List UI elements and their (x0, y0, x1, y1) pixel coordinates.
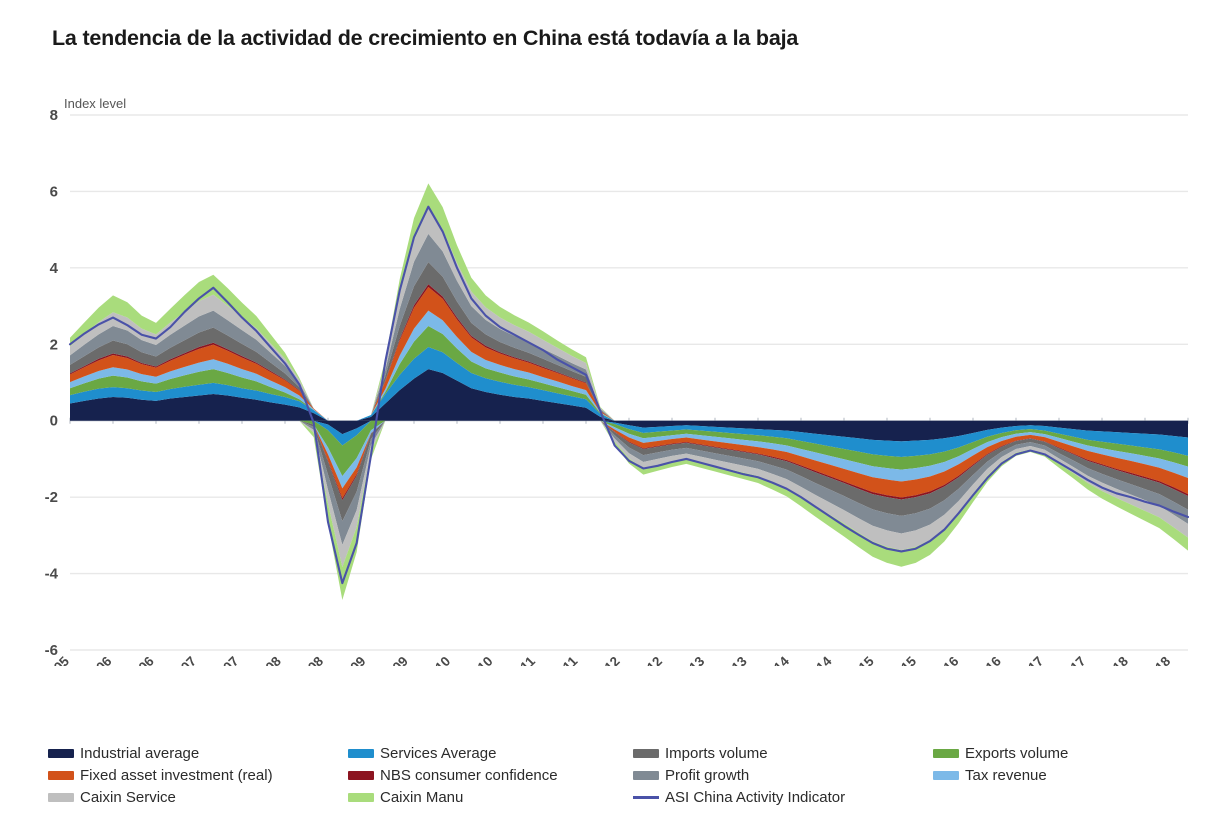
area-band (70, 420, 1188, 477)
legend-swatch-icon (48, 748, 74, 758)
chart-legend: Industrial average Services Average Import… (48, 742, 1198, 808)
legend-swatch-icon (348, 792, 374, 802)
y-tick-label: 2 (50, 336, 58, 353)
y-tick-label: 4 (50, 260, 59, 277)
legend-item[interactable]: ASI China Activity Indicator (633, 790, 933, 805)
area-band (70, 420, 1188, 600)
legend-item-label: Exports volume (965, 744, 1069, 762)
legend-item[interactable]: Fixed asset investment (real) (48, 768, 348, 783)
legend-item[interactable]: Industrial average (48, 746, 348, 761)
y-tick-label: 8 (50, 107, 58, 124)
legend-item-label: ASI China Activity Indicator (665, 788, 846, 806)
legend-item-label: Tax revenue (965, 766, 1047, 784)
x-tick-label: 01/11/2005 (14, 653, 72, 666)
legend-swatch-icon (348, 770, 374, 780)
legend-swatch-icon (633, 770, 659, 780)
legend-item-label: NBS consumer confidence (380, 766, 558, 784)
legend-item[interactable]: Services Average (348, 746, 633, 761)
legend-item[interactable]: NBS consumer confidence (348, 768, 633, 783)
legend-item[interactable]: Imports volume (633, 746, 933, 761)
legend-swatch-icon (933, 770, 959, 780)
stacked-area-chart: 8 6 4 2 0 -2 -4 -6 Index level 01/11/200501/05/… (14, 96, 1190, 666)
y-tick-label: -6 (45, 642, 58, 659)
legend-item-label: Caixin Manu (380, 788, 464, 806)
legend-item[interactable]: Caixin Manu (348, 790, 633, 805)
y-tick-label: -4 (45, 566, 59, 583)
legend-swatch-icon (633, 748, 659, 758)
area-band (70, 420, 1188, 489)
legend-item[interactable]: Exports volume (933, 746, 1198, 761)
legend-item-label: Caixin Service (80, 788, 176, 806)
page-title: La tendencia de la actividad de crecimie… (52, 26, 799, 50)
area-band (70, 420, 1188, 499)
area-band (70, 369, 1188, 421)
area-band (70, 420, 1188, 545)
y-tick-label: 6 (50, 183, 58, 200)
y-axis-unit-label: Index level (64, 96, 126, 111)
legend-swatch-icon (633, 795, 659, 799)
x-axis-tick-labels: 01/11/200501/05/200601/11/200601/05/2007… (14, 653, 1173, 666)
indicator-line-path (68, 205, 1190, 585)
asi-indicator-line (68, 205, 1190, 585)
legend-item[interactable]: Caixin Service (48, 790, 348, 805)
legend-swatch-icon (933, 748, 959, 758)
legend-swatch-icon (48, 770, 74, 780)
legend-item-label: Fixed asset investment (real) (80, 766, 273, 784)
legend-item-label: Imports volume (665, 744, 768, 762)
legend-item[interactable]: Tax revenue (933, 768, 1198, 783)
legend-item[interactable]: Profit growth (633, 768, 933, 783)
legend-swatch-icon (48, 792, 74, 802)
y-tick-label: -2 (45, 489, 58, 506)
stacked-areas (70, 183, 1188, 600)
y-tick-label: 0 (50, 413, 58, 430)
area-band (70, 420, 1188, 568)
legend-item-label: Services Average (380, 744, 497, 762)
chart-container: 8 6 4 2 0 -2 -4 -6 Index level 01/11/200501/05/… (0, 86, 1207, 666)
legend-item-label: Industrial average (80, 744, 200, 762)
area-band (70, 420, 1188, 442)
y-axis-tick-labels: 8 6 4 2 0 -2 -4 -6 (45, 107, 59, 659)
y-axis-unit-label: Index level (64, 96, 126, 111)
legend-item-label: Profit growth (665, 766, 750, 784)
area-band (70, 420, 1188, 458)
area-band (70, 420, 1188, 522)
legend-swatch-icon (348, 748, 374, 758)
